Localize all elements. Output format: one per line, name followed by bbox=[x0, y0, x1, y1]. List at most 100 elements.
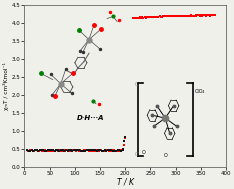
Point bbox=[123, 136, 127, 139]
Point bbox=[46, 149, 50, 152]
Point bbox=[91, 149, 95, 152]
Point bbox=[50, 149, 54, 152]
Point bbox=[139, 16, 143, 19]
Point bbox=[41, 149, 45, 152]
Point bbox=[158, 15, 161, 18]
Point bbox=[81, 149, 85, 152]
Point bbox=[157, 15, 160, 18]
Point bbox=[88, 149, 92, 152]
Point bbox=[115, 149, 119, 152]
Point bbox=[168, 15, 172, 18]
Point bbox=[124, 25, 128, 28]
Point bbox=[61, 149, 65, 152]
Point bbox=[183, 14, 187, 17]
Point bbox=[66, 149, 69, 152]
Point bbox=[133, 16, 137, 19]
Point bbox=[71, 149, 74, 152]
Point bbox=[201, 14, 205, 17]
Point bbox=[114, 149, 118, 152]
Point bbox=[67, 149, 71, 152]
Point bbox=[174, 14, 177, 17]
Point bbox=[203, 14, 206, 17]
Point bbox=[123, 29, 127, 32]
Point bbox=[207, 14, 211, 17]
Point bbox=[100, 149, 103, 152]
Point bbox=[99, 149, 102, 152]
Point bbox=[186, 14, 190, 17]
Point bbox=[96, 149, 99, 152]
Point bbox=[105, 149, 108, 152]
Point bbox=[198, 14, 202, 17]
Point bbox=[92, 149, 95, 152]
Point bbox=[72, 149, 76, 152]
Point bbox=[64, 149, 68, 152]
Point bbox=[182, 14, 186, 17]
Point bbox=[165, 15, 168, 18]
Point bbox=[27, 149, 30, 152]
Point bbox=[98, 149, 102, 152]
Point bbox=[116, 149, 120, 152]
Point bbox=[110, 149, 114, 152]
Point bbox=[118, 149, 121, 152]
Point bbox=[146, 15, 150, 19]
Point bbox=[59, 149, 63, 152]
Point bbox=[136, 16, 139, 19]
Point bbox=[139, 16, 142, 19]
Point bbox=[184, 14, 187, 17]
Point bbox=[126, 20, 130, 23]
Point bbox=[46, 149, 49, 152]
Point bbox=[131, 17, 135, 20]
Point bbox=[151, 15, 154, 19]
Point bbox=[97, 149, 101, 152]
Point bbox=[78, 149, 82, 152]
Point bbox=[103, 149, 107, 152]
Point bbox=[25, 149, 29, 152]
Point bbox=[110, 149, 113, 152]
Point bbox=[127, 19, 131, 22]
Point bbox=[144, 16, 148, 19]
Point bbox=[208, 14, 212, 17]
Point bbox=[147, 16, 151, 19]
Point bbox=[113, 149, 117, 152]
Point bbox=[80, 149, 84, 152]
Point bbox=[54, 149, 58, 152]
Point bbox=[83, 149, 86, 152]
Point bbox=[60, 149, 64, 152]
Point bbox=[166, 15, 169, 18]
Point bbox=[212, 14, 216, 17]
Point bbox=[111, 149, 115, 152]
Point bbox=[62, 149, 66, 152]
Point bbox=[135, 16, 138, 19]
Point bbox=[153, 15, 157, 18]
Point bbox=[84, 149, 87, 152]
Point bbox=[164, 15, 167, 18]
Point bbox=[34, 149, 38, 152]
Point bbox=[159, 15, 163, 18]
Point bbox=[40, 149, 44, 152]
Point bbox=[75, 149, 79, 152]
Point bbox=[138, 16, 142, 19]
Point bbox=[172, 15, 175, 18]
Point bbox=[206, 14, 210, 17]
Point bbox=[41, 149, 45, 152]
Point bbox=[194, 14, 197, 17]
Point bbox=[85, 149, 89, 152]
Point bbox=[108, 149, 112, 152]
Point bbox=[162, 15, 166, 18]
Point bbox=[37, 149, 41, 152]
Point bbox=[94, 149, 98, 152]
Point bbox=[213, 14, 217, 17]
Point bbox=[79, 149, 82, 152]
Point bbox=[106, 149, 110, 152]
Point bbox=[95, 149, 99, 152]
Point bbox=[85, 149, 89, 152]
Point bbox=[35, 149, 39, 152]
Point bbox=[47, 149, 51, 152]
Point bbox=[43, 149, 47, 152]
Point bbox=[173, 15, 176, 18]
Point bbox=[69, 149, 73, 152]
Point bbox=[123, 136, 127, 139]
Point bbox=[194, 14, 198, 17]
Point bbox=[33, 149, 37, 152]
Point bbox=[210, 14, 213, 17]
